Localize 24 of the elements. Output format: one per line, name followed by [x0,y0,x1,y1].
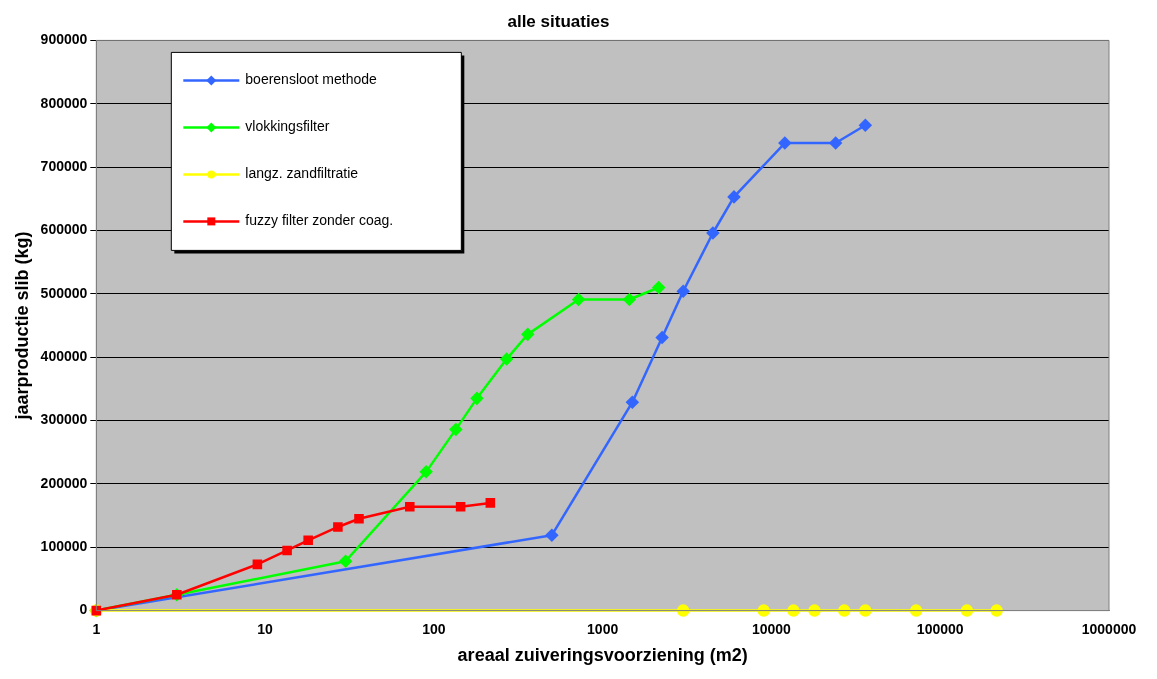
x-tick-label: 10000 [751,620,792,637]
chart-title: alle situaties [507,11,610,31]
x-tick-label: 100000 [916,620,964,637]
y-tick-label: 800000 [40,94,88,111]
y-tick-label: 900000 [40,31,88,48]
x-tick-label: 100 [422,620,446,637]
y-tick-label: 500000 [40,284,88,301]
y-tick-label: 200000 [40,474,88,491]
x-tick-label: 1000000 [1081,620,1137,637]
legend-label: langz. zandfiltratie [245,165,359,182]
legend-label: fuzzy filter zonder coag. [245,212,394,229]
x-tick-label: 1 [92,620,101,637]
legend-label: boerensloot methode [245,71,378,88]
legend-label: vlokkingsfilter [245,118,330,135]
y-tick-label: 400000 [40,348,88,365]
y-tick-label: 600000 [40,221,88,238]
x-axis-title: areaal zuiveringsvoorziening (m2) [457,645,748,666]
x-tick-label: 10 [257,620,274,637]
x-tick-label: 1000 [587,620,619,637]
y-tick-label: 700000 [40,157,88,174]
y-tick-label: 300000 [40,411,88,428]
y-tick-label: 0 [79,601,88,618]
y-tick-label: 100000 [40,538,88,555]
y-axis-title: jaarproductie slib (kg) [11,231,32,421]
